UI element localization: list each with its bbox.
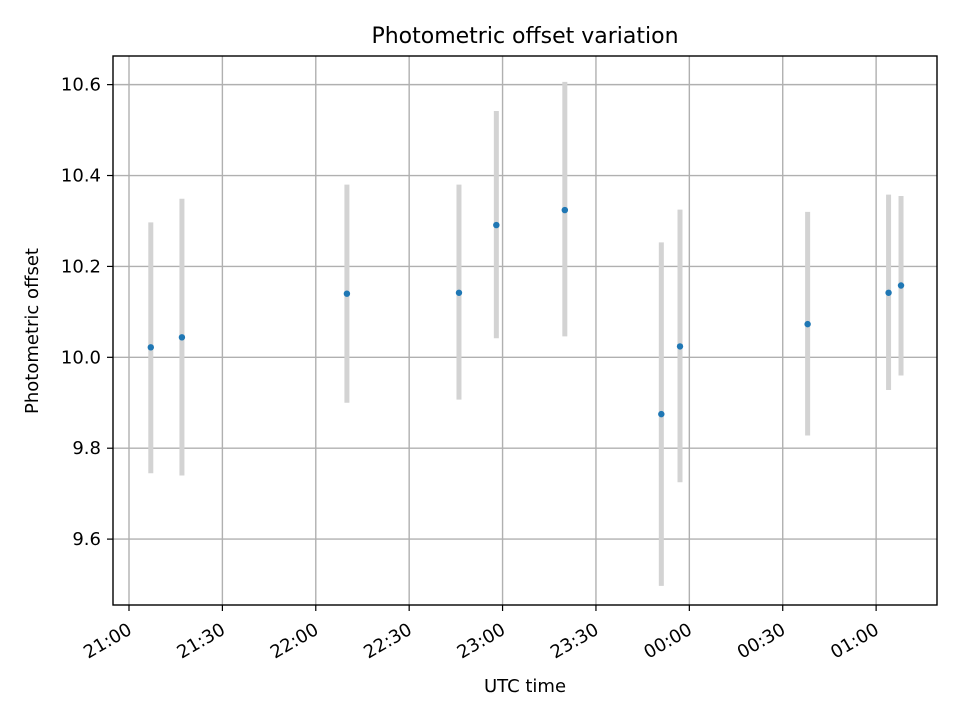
data-point (178, 334, 186, 341)
x-tick-label: 00:30 (734, 619, 789, 663)
x-tick-label: 22:30 (360, 619, 415, 663)
data-point (493, 221, 500, 229)
data-point (676, 343, 684, 350)
x-tick-label: 22:00 (267, 619, 322, 663)
x-axis-label: UTC time (484, 676, 566, 697)
data-point (455, 289, 463, 296)
data-points (147, 206, 905, 418)
y-tick-label: 9.6 (72, 529, 101, 550)
x-tick-label: 23:00 (454, 619, 509, 663)
x-tick-label: 00:00 (640, 619, 695, 663)
data-point (147, 344, 154, 351)
grid (113, 56, 937, 605)
x-tick-label: 21:30 (173, 619, 228, 663)
data-point (885, 289, 892, 296)
data-point (343, 290, 351, 297)
plot-area-frame (112, 55, 938, 606)
y-tick-label: 10.2 (61, 256, 101, 277)
x-tick-label: 23:30 (547, 619, 602, 663)
data-point (804, 320, 811, 328)
y-tick-label: 10.6 (61, 75, 101, 96)
data-point (561, 206, 569, 214)
y-tick-label: 9.8 (72, 438, 101, 459)
error-bars (148, 81, 904, 586)
data-point (658, 410, 665, 418)
y-tick-label: 10.0 (61, 347, 101, 368)
chart-title: Photometric offset variation (371, 24, 678, 49)
x-tick-label: 21:00 (80, 619, 135, 663)
x-tick-label: 01:00 (827, 619, 882, 663)
y-axis-label: Photometric offset (22, 248, 43, 414)
data-point (897, 282, 905, 289)
y-tick-label: 10.4 (61, 166, 101, 187)
